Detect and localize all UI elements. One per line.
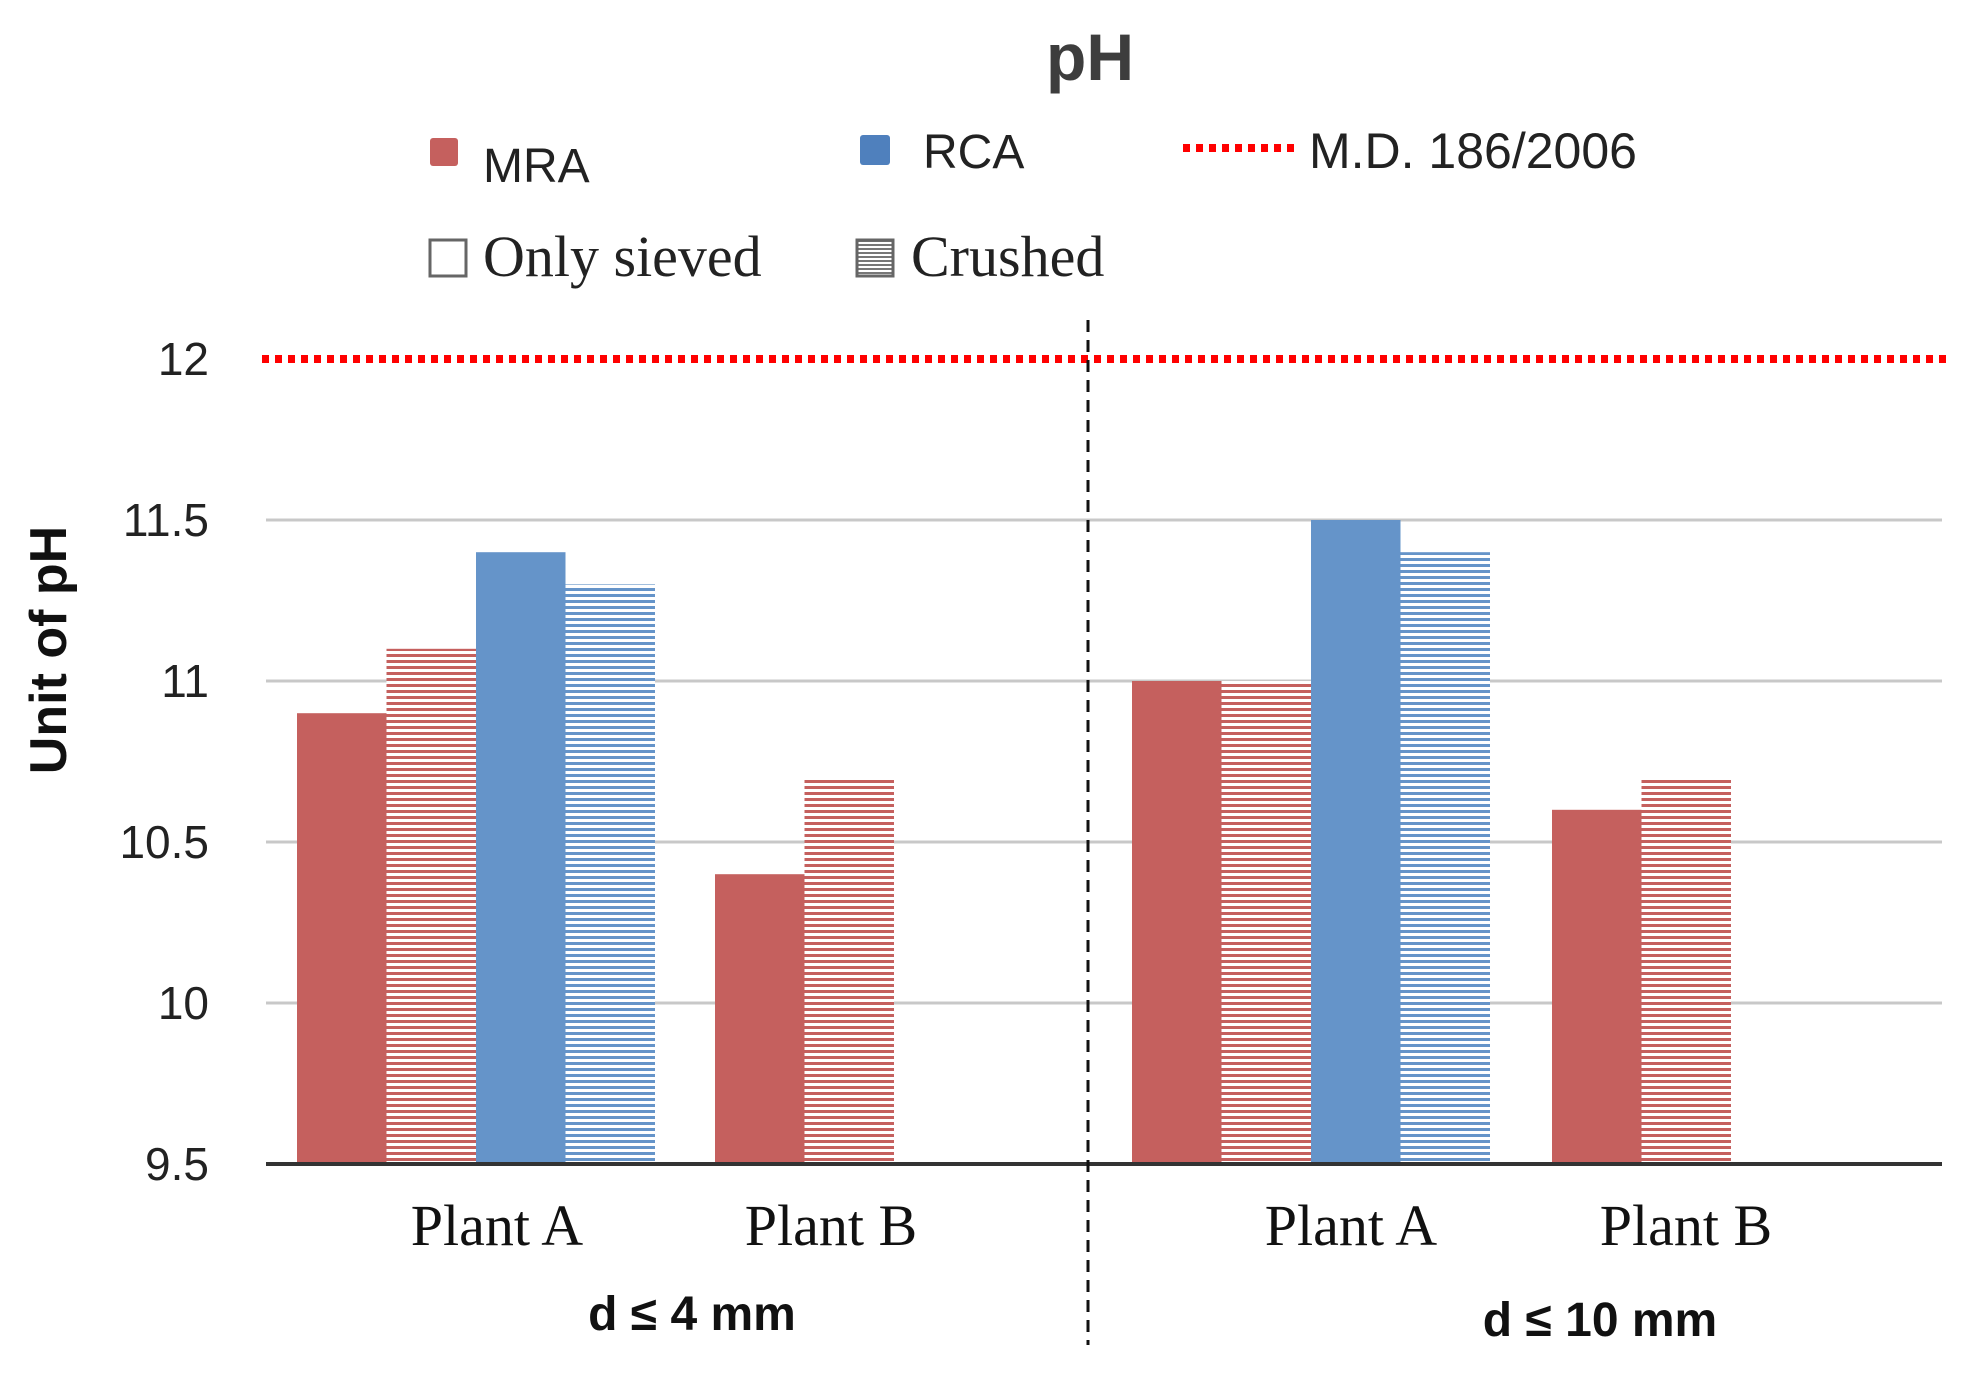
y-axis-label: Unit of pH — [20, 526, 78, 774]
y-tick-label: 11 — [161, 655, 209, 707]
bar-rca-only-sieved — [476, 552, 566, 1164]
legend-label-rca: RCA — [923, 126, 1024, 179]
category-label: Plant B — [745, 1193, 917, 1258]
bar-mra-only-sieved — [297, 713, 387, 1164]
bar-rca-crushed — [1400, 552, 1490, 1164]
bars — [297, 520, 1731, 1164]
y-tick-label: 10 — [158, 977, 209, 1029]
y-tick-labels: 9.5 10 10.5 11 11.5 12 — [119, 333, 209, 1190]
bar-rca-crushed — [565, 584, 655, 1164]
legend-swatch-rca — [860, 135, 890, 165]
category-label: Plant A — [1265, 1193, 1438, 1258]
legend-label-mra: MRA — [483, 140, 590, 193]
chart-title: pH — [1046, 20, 1134, 94]
category-label: Plant A — [411, 1193, 584, 1258]
legend-label-md: M.D. 186/2006 — [1309, 123, 1637, 179]
legend-label-only-sieved: Only sieved — [483, 224, 762, 289]
y-tick-label: 12 — [158, 333, 209, 385]
bar-mra-crushed — [1221, 681, 1311, 1164]
group-label: d ≤ 10 mm — [1483, 1294, 1717, 1347]
legend-swatch-mra — [430, 138, 458, 166]
legend: MRA RCA M.D. 186/2006 Only sieved Crushe… — [428, 123, 1637, 289]
y-tick-label: 10.5 — [119, 816, 209, 868]
bar-mra-only-sieved — [1132, 681, 1222, 1164]
bar-rca-only-sieved — [1311, 520, 1401, 1164]
legend-label-crushed: Crushed — [911, 224, 1104, 289]
bar-mra-crushed — [386, 648, 476, 1164]
legend-swatch-crushed — [855, 238, 895, 278]
bar-mra-only-sieved — [715, 874, 805, 1164]
category-label: Plant B — [1600, 1193, 1772, 1258]
bar-mra-crushed — [804, 777, 894, 1164]
bar-mra-crushed — [1641, 777, 1731, 1164]
legend-swatch-only-sieved — [428, 238, 468, 278]
group-label: d ≤ 4 mm — [588, 1288, 796, 1341]
y-tick-label: 11.5 — [123, 494, 209, 546]
bar-mra-only-sieved — [1552, 809, 1642, 1164]
y-tick-label: 9.5 — [145, 1138, 209, 1190]
